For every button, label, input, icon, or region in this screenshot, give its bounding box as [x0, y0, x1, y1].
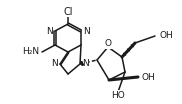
Text: N: N: [46, 27, 53, 35]
Text: O: O: [104, 40, 112, 48]
Text: Cl: Cl: [63, 7, 73, 17]
Text: H₂N: H₂N: [22, 48, 39, 56]
Text: OH: OH: [142, 72, 156, 82]
Text: OH: OH: [159, 32, 173, 40]
Text: N: N: [51, 59, 58, 69]
Text: N: N: [83, 27, 90, 35]
Text: N: N: [82, 59, 89, 69]
Text: HO: HO: [111, 90, 125, 100]
